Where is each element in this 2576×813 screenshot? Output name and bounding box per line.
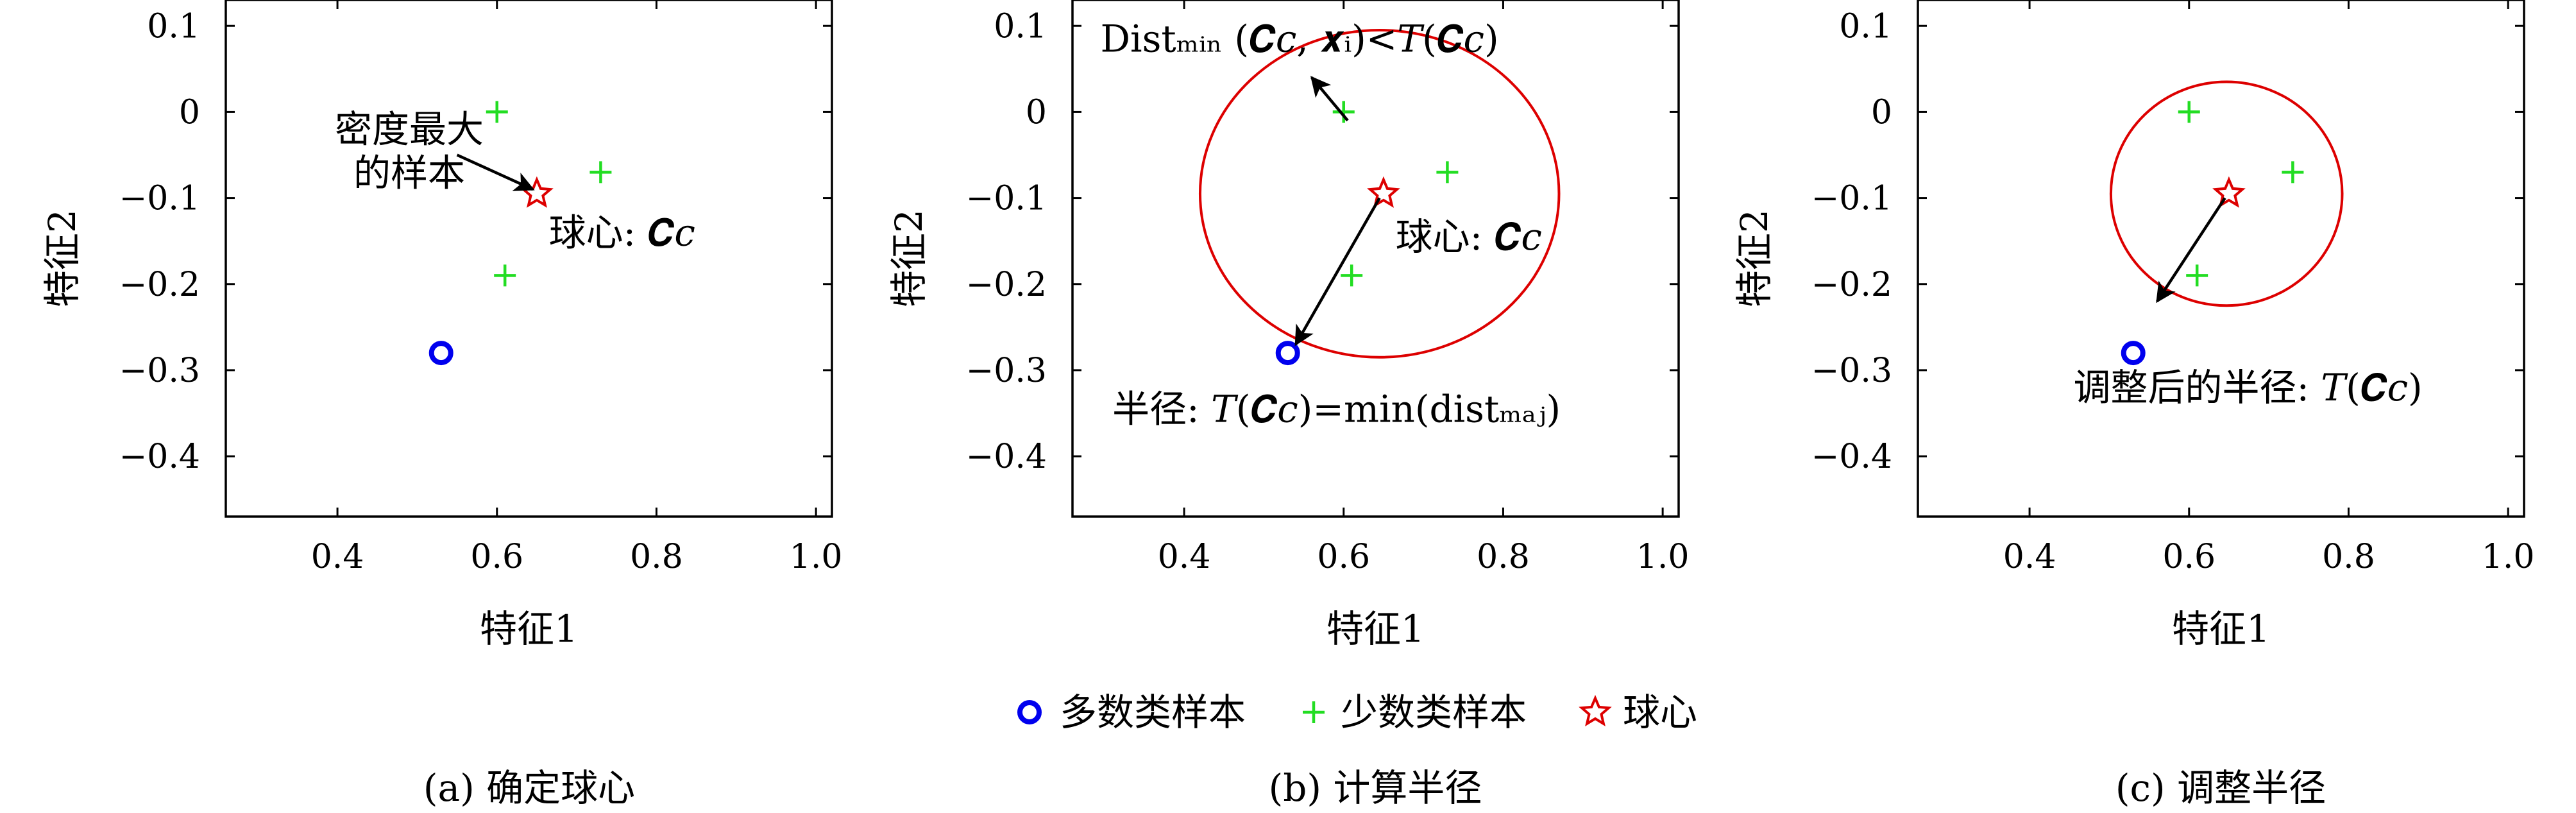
annotation-text: 球心: 𝑪𝑐: [549, 210, 695, 254]
minority-sample-point: [2178, 101, 2200, 123]
legend-label: 多数类样本: [1060, 690, 1246, 734]
center-point: [2212, 176, 2246, 208]
annotation-text: 半径: 𝑇(𝑪𝑐)=min(distₘₐⱼ): [1112, 387, 1561, 431]
x-tick-label: 0.4: [2003, 538, 2056, 576]
legend-entry: 少数类样本: [1303, 690, 1527, 734]
y-tick-label: −0.3: [119, 352, 200, 390]
y-tick-label: −0.2: [1811, 266, 1892, 304]
y-tick-label: −0.4: [1811, 438, 1892, 476]
radius-circle: [1198, 28, 1561, 359]
y-tick-label: −0.1: [119, 180, 200, 218]
majority-sample-point: [1275, 341, 1300, 366]
annotation-arrow: [1310, 76, 1349, 122]
plot-frame: [225, 0, 833, 518]
panel-caption: (a) 确定球心: [423, 766, 635, 810]
y-axis-label: 特征2: [887, 209, 931, 307]
legend: 多数类样本 少数类样本 球心: [1017, 690, 1697, 734]
legend-majority-marker: [1017, 700, 1042, 724]
annotation-text: 球心: 𝑪𝑐: [1396, 215, 1542, 259]
annotation-arrow: [456, 153, 535, 191]
panel-2: 0.4 0.6 0.8 1.0 0.1 0 −0.1 −0.2 −0.3 −0.4 特征1 特征2 Di…: [887, 0, 1689, 810]
y-axis-label: 特征2: [40, 209, 84, 307]
y-tick-label: 0: [1871, 93, 1892, 132]
x-tick-label: 0.6: [2162, 538, 2216, 576]
minority-sample-point: [2186, 264, 2208, 287]
plot-frame: [1917, 0, 2525, 518]
minority-sample-point: [1341, 264, 1363, 287]
radius-circle: [2109, 80, 2344, 307]
minority-sample-point: [589, 161, 612, 184]
y-tick-label: −0.2: [966, 266, 1047, 304]
y-tick-label: −0.4: [966, 438, 1047, 476]
majority-sample-point: [428, 341, 453, 366]
x-axis-label: 特征1: [480, 607, 578, 651]
center-point: [520, 176, 554, 208]
y-tick-label: 0: [179, 93, 200, 132]
panel-caption: (c) 调整半径: [2115, 766, 2326, 810]
y-tick-label: −0.3: [1811, 352, 1892, 390]
annotation-text: Distₘᵢₙ (𝑪𝑐, 𝒙ᵢ)<𝑇(𝑪𝑐): [1101, 17, 1499, 61]
x-tick-label: 0.4: [311, 538, 364, 576]
legend-label: 少数类样本: [1341, 690, 1527, 734]
legend-minority-marker: [1303, 701, 1325, 723]
legend-entry: 多数类样本: [1017, 690, 1246, 734]
x-tick-label: 0.6: [1317, 538, 1370, 576]
x-tick-label: 1.0: [2482, 538, 2535, 576]
x-tick-label: 0.4: [1158, 538, 1211, 576]
annotation-text: 密度最大的样本: [335, 107, 484, 194]
minority-sample-point: [1332, 101, 1355, 123]
annotation-text: 调整后的半径: 𝑇(𝑪𝑐): [2073, 366, 2422, 409]
y-tick-label: −0.3: [966, 352, 1047, 390]
panel-caption: (b) 计算半径: [1269, 766, 1482, 810]
y-tick-label: 0.1: [147, 7, 200, 46]
x-tick-label: 0.6: [470, 538, 523, 576]
center-point: [1367, 176, 1400, 208]
panel-1: 0.4 0.6 0.8 1.0 0.1 0 −0.1 −0.2 −0.3 −0.4 特征1 特征2 密度…: [40, 0, 842, 810]
y-axis-label: 特征2: [1733, 209, 1776, 307]
minority-sample-point: [494, 264, 516, 287]
legend-label: 球心: [1623, 690, 1697, 734]
y-tick-label: −0.1: [966, 180, 1047, 218]
x-tick-label: 1.0: [790, 538, 843, 576]
y-tick-label: 0.1: [994, 7, 1047, 46]
minority-sample-point: [1436, 161, 1459, 184]
panel-3: 0.4 0.6 0.8 1.0 0.1 0 −0.1 −0.2 −0.3 −0.4 特征1 特征2 调整…: [1733, 0, 2534, 810]
x-axis-label: 特征1: [1326, 607, 1425, 651]
x-axis-label: 特征1: [2172, 607, 2270, 651]
majority-sample-point: [2121, 341, 2146, 366]
minority-sample-point: [2282, 161, 2304, 184]
annotation-arrow: [1294, 197, 1381, 347]
legend-entry: 球心: [1579, 690, 1697, 734]
y-tick-label: 0.1: [1839, 7, 1892, 46]
minority-sample-point: [486, 101, 508, 123]
y-tick-label: −0.4: [119, 438, 200, 476]
annotation-arrow: [2156, 197, 2226, 304]
x-tick-label: 0.8: [1477, 538, 1530, 576]
x-tick-label: 0.8: [630, 538, 683, 576]
legend-center-marker: [1579, 694, 1612, 726]
y-tick-label: −0.2: [119, 266, 200, 304]
y-tick-label: 0: [1026, 93, 1047, 132]
plot-frame: [1071, 0, 1680, 518]
x-tick-label: 1.0: [1636, 538, 1690, 576]
y-tick-label: −0.1: [1811, 180, 1892, 218]
x-tick-label: 0.8: [2322, 538, 2375, 576]
